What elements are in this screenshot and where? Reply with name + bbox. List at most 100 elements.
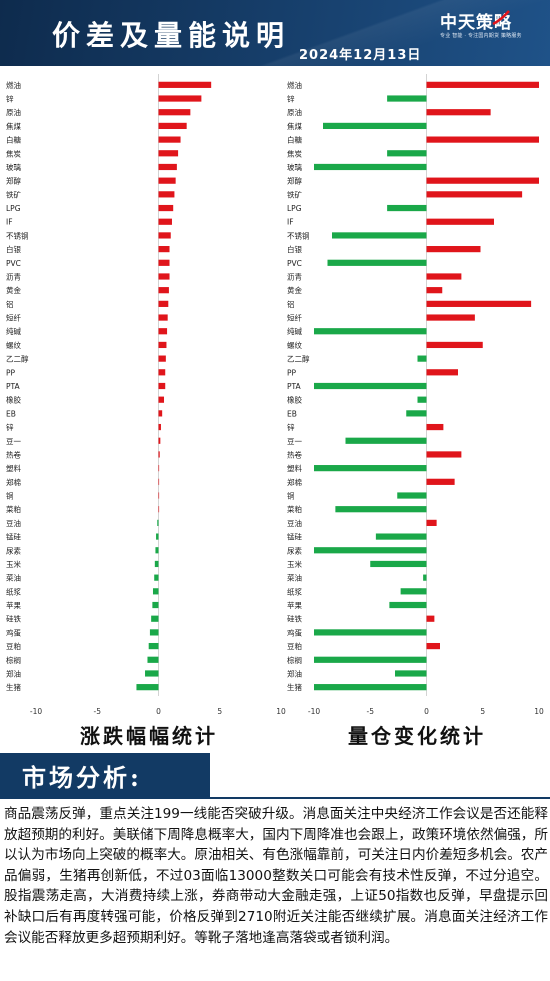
bar xyxy=(158,191,175,198)
category-label: PTA xyxy=(287,382,302,391)
category-label: 菜油 xyxy=(287,573,302,583)
bar xyxy=(156,533,159,540)
category-label: PP xyxy=(287,368,297,377)
x-tick-label: 5 xyxy=(217,707,222,716)
bar xyxy=(158,81,212,88)
bar xyxy=(158,95,202,102)
category-label: 热卷 xyxy=(6,449,21,459)
bar xyxy=(314,629,427,636)
chart-price-change: 燃油锌原油焦煤白糖焦炭玻璃郑醇铁矿LPGIF不锈钢白银PVC沥青黄金铝短纤纯碱螺… xyxy=(6,74,286,716)
bar xyxy=(323,122,427,130)
category-label: 橡胶 xyxy=(6,395,21,405)
category-label: 短纤 xyxy=(287,313,302,323)
bar xyxy=(426,519,437,526)
bar xyxy=(314,465,427,472)
bar xyxy=(400,588,427,595)
bar xyxy=(426,642,440,650)
category-label: 豆一 xyxy=(287,437,302,446)
bar xyxy=(417,355,427,362)
category-label: PVC xyxy=(287,259,302,268)
category-label: PTA xyxy=(6,382,21,391)
market-divider xyxy=(0,797,550,799)
x-tick-label: -10 xyxy=(308,707,320,716)
bar xyxy=(375,533,427,540)
category-label: 沥青 xyxy=(287,271,302,281)
bar xyxy=(158,122,187,130)
bar xyxy=(158,492,160,499)
bar xyxy=(158,150,179,157)
category-label: 铜 xyxy=(6,491,14,501)
bar xyxy=(397,492,427,499)
bar xyxy=(426,478,455,485)
category-label: 焦煤 xyxy=(6,121,21,131)
category-label: 豆油 xyxy=(287,518,302,528)
x-tick-label: -10 xyxy=(30,707,42,716)
category-label: LPG xyxy=(6,204,21,213)
bar xyxy=(152,588,159,595)
bar xyxy=(426,273,462,280)
category-label: IF xyxy=(287,218,294,227)
category-label: 铝 xyxy=(6,299,14,309)
bar xyxy=(151,615,159,622)
bar xyxy=(426,218,494,225)
category-label: 锌 xyxy=(287,94,295,104)
bar xyxy=(158,355,166,362)
category-label: 白银 xyxy=(6,244,21,254)
category-label: 短纤 xyxy=(6,313,21,323)
bar xyxy=(158,136,181,143)
category-label: 乙二醇 xyxy=(6,354,29,364)
category-label: 郑醇 xyxy=(287,176,302,186)
bar xyxy=(158,163,177,171)
header: 价差及量能说明 2024年12月13日 中天策略 专业 智能 · 专注国内期货 … xyxy=(0,0,550,66)
logo-subtitle: 专业 智能 · 专注国内期货 策略服务 xyxy=(440,33,522,39)
logo-text: 中天策略 xyxy=(440,13,512,33)
category-label: 硅铁 xyxy=(287,614,302,624)
category-label: 塑料 xyxy=(287,463,302,473)
category-label: 菜粕 xyxy=(287,504,302,514)
x-tick-label: -5 xyxy=(94,707,102,716)
bar xyxy=(158,273,170,280)
category-label: 棕榈 xyxy=(287,655,302,665)
category-label: 燃油 xyxy=(6,80,21,90)
category-label: 白糖 xyxy=(287,135,302,145)
category-label: LPG xyxy=(287,204,302,213)
bar xyxy=(158,423,161,431)
category-label: 硅铁 xyxy=(6,614,21,624)
page-title: 价差及量能说明 xyxy=(52,19,291,52)
category-label: 燃油 xyxy=(287,80,302,90)
bar xyxy=(158,410,163,417)
category-label: 玉米 xyxy=(6,559,21,569)
category-label: 焦炭 xyxy=(287,148,302,158)
bar xyxy=(314,684,427,691)
bar xyxy=(395,670,427,677)
bar xyxy=(314,656,427,663)
bar xyxy=(158,300,169,307)
category-label: 橡胶 xyxy=(287,395,302,405)
bar xyxy=(387,150,427,157)
bar xyxy=(423,574,427,581)
bar xyxy=(426,246,481,253)
bar xyxy=(426,81,539,88)
bar xyxy=(426,615,435,622)
bar xyxy=(158,287,169,294)
category-label: 锰硅 xyxy=(6,532,21,542)
bar xyxy=(426,177,539,184)
bar xyxy=(332,232,427,239)
bar xyxy=(152,601,159,609)
category-label: 螺纹 xyxy=(287,340,302,350)
category-label: 菜粕 xyxy=(6,504,21,514)
bar xyxy=(426,451,462,458)
category-label: 锌 xyxy=(6,94,14,104)
category-label: 苹果 xyxy=(287,600,302,610)
category-label: 热卷 xyxy=(287,449,302,459)
category-label: 玻璃 xyxy=(6,162,21,172)
bar xyxy=(426,341,483,349)
bar xyxy=(148,642,159,650)
x-tick-label: 10 xyxy=(534,707,544,716)
category-label: 铁矿 xyxy=(6,189,21,199)
category-label: 锌 xyxy=(287,422,295,432)
bar xyxy=(335,506,427,513)
brand-logo: 中天策略 专业 智能 · 专注国内期货 策略服务 xyxy=(440,8,540,42)
bar xyxy=(158,328,168,335)
category-label: 玻璃 xyxy=(287,162,302,172)
